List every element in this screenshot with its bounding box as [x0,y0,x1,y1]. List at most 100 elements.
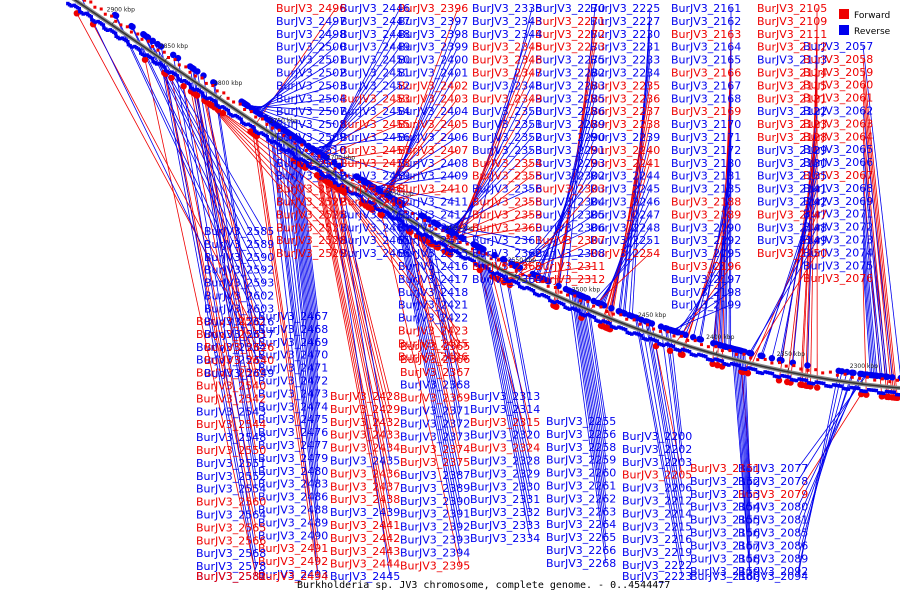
connector-line [389,20,459,197]
gene-label: BurJV3_2399 [398,41,468,54]
reverse-strand-feature [734,363,739,367]
forward-strand-feature [728,349,732,353]
gene-label: BurJV3_2396 [398,2,468,15]
connector-line [511,252,596,264]
reverse-strand-feature [154,62,159,66]
connector-line [749,239,818,354]
reverse-strand-feature [362,199,366,203]
gene-label: BurJV3_2476 [258,426,328,439]
gene-label: BurJV3_2245 [590,183,660,196]
connector-line [398,202,461,501]
gene-label: BurJV3_2507 [276,105,346,118]
gene-label: BurJV3_2347 [472,67,542,80]
reverse-strand-feature [841,386,846,391]
gene-label: BurJV3_2233 [590,54,660,67]
connector-line [370,98,459,210]
reverse-strand-feature [625,330,629,335]
gene-label: BurJV3_2114 [757,67,827,80]
reverse-strand-feature [567,307,572,311]
connector-line [474,244,531,538]
forward-strand-feature [814,368,818,372]
gene-label: BurJV3_2582 [196,570,266,583]
gene-label: BurJV3_2441 [330,519,400,532]
connector-line [432,201,533,245]
reverse-strand-feature [836,384,841,388]
gene-label: BurJV3_2313 [470,390,540,403]
gene-label: BurJV3_2394 [400,546,470,559]
tick-mark [646,328,649,333]
reverse-strand-feature [811,382,816,386]
gene-label: BurJV3_2109 [757,15,827,28]
reverse-strand-feature [514,280,519,285]
connector-line [448,149,533,231]
reverse-strand-feature [730,362,734,366]
gene-label: BurJV3_2333 [470,519,540,532]
gene-label: BurJV3_2535 [196,354,266,367]
reverse-strand-feature [387,211,391,216]
reverse-strand-feature [211,98,216,103]
tick-label: 2300 kbp [850,363,878,370]
gene-label: BurJV3_2255 [546,415,616,428]
gene-feature-mark [797,381,804,388]
gene-label: BurJV3_2264 [546,518,616,531]
connector-line [370,184,459,202]
gene-label: BurJV3_2568 [196,547,266,560]
gene-label: BurJV3_2115 [757,79,827,92]
gene-label: BurJV3_2203 [622,456,692,469]
gene-label: BurJV3_2064 [803,130,873,143]
gene-label: BurJV3_2240 [590,144,660,157]
gene-label: BurJV3_2065 [803,143,873,156]
reverse-strand-feature [201,94,206,98]
gene-label: BurJV3_2080 [738,501,808,514]
reverse-strand-feature [470,258,474,262]
reverse-strand-feature [775,374,779,379]
connector-line [862,187,883,377]
connector-line [532,162,596,275]
reverse-strand-feature [357,193,361,198]
gene-label: BurJV3_2198 [671,286,741,299]
gene-label: BurJV3_2251 [590,234,660,247]
reverse-strand-feature [157,61,162,66]
gene-label: BurJV3_2525 [276,208,346,221]
reverse-strand-feature [846,387,851,391]
gene-feature-mark [597,322,605,329]
gene-label: BurJV3_2543 [196,405,266,418]
connector-line [862,226,876,376]
forward-strand-feature [446,234,450,238]
connector-line [698,175,732,340]
reverse-strand-feature [623,327,628,332]
connector-line [183,86,257,451]
tick-mark [218,94,222,99]
connector-line [295,137,319,342]
connector-line [308,145,401,177]
gene-label: BurJV3_2532 [196,315,266,328]
reverse-strand-feature [872,388,876,392]
reverse-strand-feature [787,375,792,379]
gene-label: BurJV3_2150 [757,247,827,260]
forward-strand-feature [271,126,274,130]
reverse-strand-feature [859,389,863,393]
connector-line [862,162,886,377]
gene-feature-mark [562,285,570,293]
connector-line [292,135,319,368]
connector-line [580,295,607,473]
gene-label: BurJV3_2429 [330,403,400,416]
forward-strand-feature [374,192,378,196]
gene-feature-mark [768,355,776,362]
reverse-strand-feature [188,82,192,87]
reverse-strand-feature [371,202,375,206]
gene-label: BurJV3_2324 [470,442,540,455]
reverse-strand-feature [416,231,420,235]
reverse-strand-feature [737,363,741,368]
reverse-strand-feature [563,305,567,309]
gene-label: BurJV3_2067 [803,169,873,182]
reverse-strand-feature [527,286,531,291]
reverse-strand-feature [544,294,549,299]
forward-strand-feature [566,293,569,297]
gene-label: BurJV3_2528 [276,234,346,247]
reverse-strand-feature [555,299,559,304]
connector-line [492,276,531,422]
gene-label: BurJV3_2353 [472,144,542,157]
reverse-strand-feature [522,286,526,291]
gene-label: BurJV3_2363 [472,260,542,273]
